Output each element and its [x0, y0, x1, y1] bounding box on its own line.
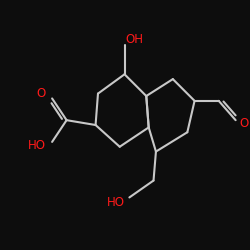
Text: OH: OH — [126, 33, 144, 46]
Text: O: O — [37, 87, 46, 100]
Text: O: O — [239, 117, 248, 130]
Text: HO: HO — [106, 196, 124, 209]
Text: HO: HO — [28, 139, 46, 152]
